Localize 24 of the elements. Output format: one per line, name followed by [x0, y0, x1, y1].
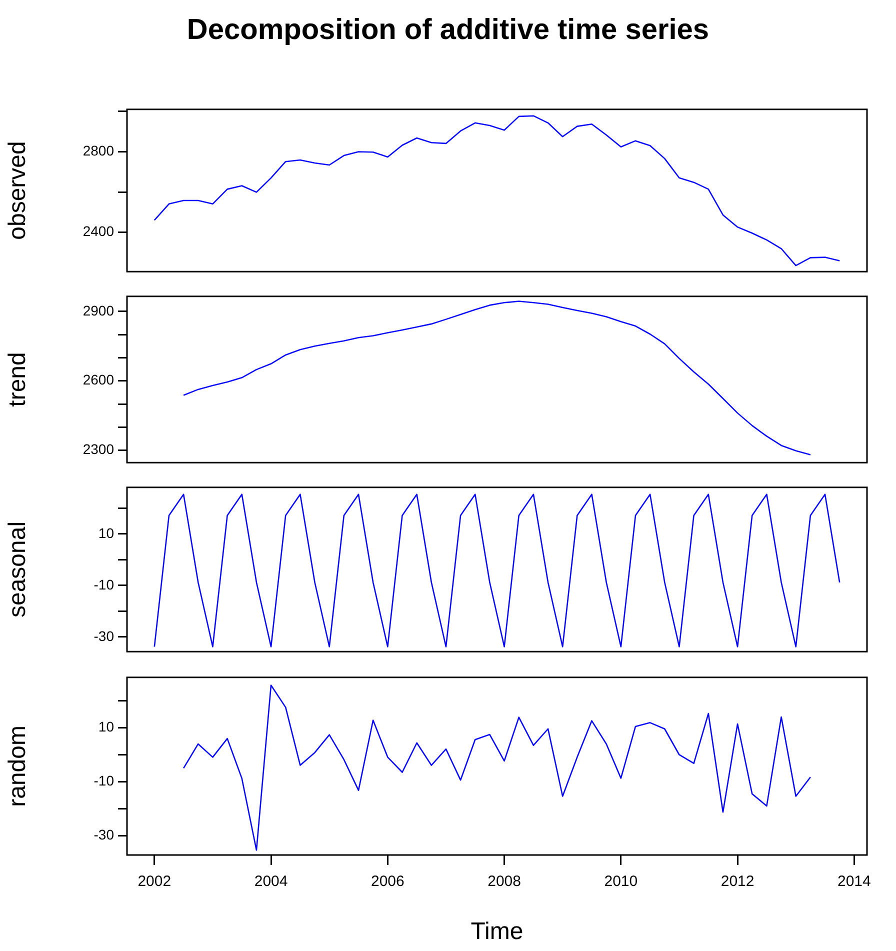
y-tick-label: 2400: [82, 223, 114, 240]
y-tick-label: -10: [94, 576, 114, 592]
y-tick-label: 2600: [82, 372, 114, 388]
y-axis-title: random: [4, 726, 32, 807]
y-axis-title: seasonal: [4, 521, 32, 618]
y-tick-label: 2900: [82, 302, 114, 318]
y-axis-title: trend: [4, 352, 32, 407]
y-tick-label: 2800: [82, 142, 114, 159]
y-tick-label: -10: [94, 772, 114, 789]
y-tick-label: 10: [98, 718, 114, 735]
y-tick-label: 2300: [82, 441, 114, 458]
x-tick-label: 2010: [604, 873, 638, 890]
y-tick-label: 10: [98, 524, 114, 541]
y-tick-label: -30: [94, 628, 114, 644]
x-tick-label: 2002: [138, 873, 172, 890]
y-axis-title: observed: [4, 141, 32, 240]
x-tick-label: 2012: [720, 873, 754, 890]
x-tick-label: 2006: [370, 873, 404, 890]
x-axis-title: Time: [470, 918, 524, 946]
x-tick-label: 2014: [837, 873, 871, 890]
x-tick-label: 2004: [254, 873, 288, 890]
x-tick-label: 2008: [488, 873, 521, 890]
chart-title: Decomposition of additive time series: [186, 14, 710, 47]
y-tick-label: -30: [94, 826, 114, 842]
